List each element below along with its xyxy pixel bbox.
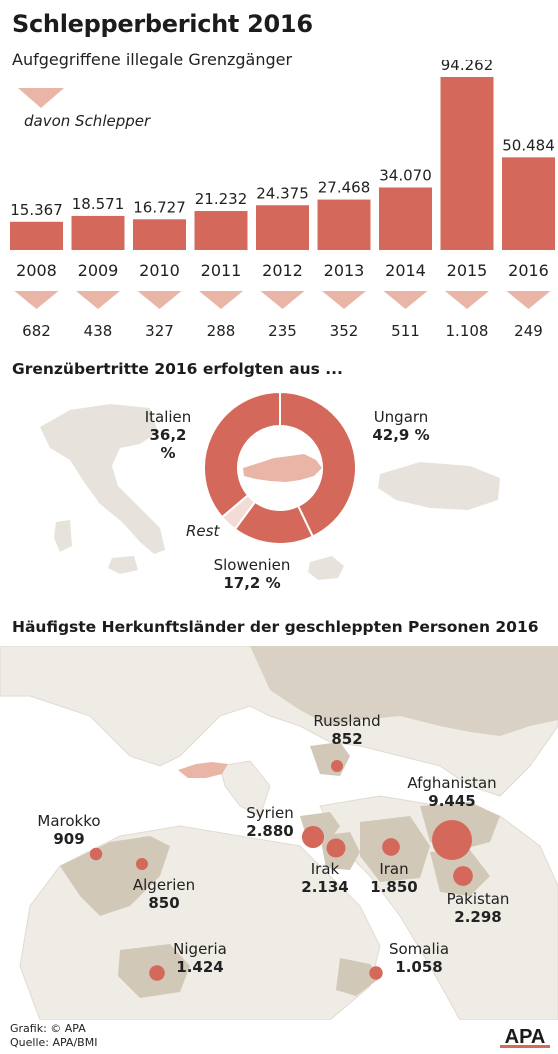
bar-value-label: 18.571: [72, 195, 125, 213]
apa-logo-text: APA: [505, 1026, 546, 1048]
donut-chart: [203, 390, 357, 545]
schlepper-triangle-icon: [199, 291, 243, 309]
bubble-afghanistan: [432, 820, 472, 860]
label-irak: Irak 2.134: [301, 860, 349, 896]
donut-section: [40, 390, 500, 580]
label-marokko: Marokko 909: [37, 812, 101, 848]
label-italien: Italien 36,2 %: [144, 408, 192, 462]
chart-subtitle: Aufgegriffene illegale Grenzgänger: [12, 50, 293, 69]
donut-title: Grenzübertritte 2016 erfolgten aus ...: [12, 360, 343, 378]
map-russia: [250, 646, 558, 736]
label-somalia: Somalia 1.058: [388, 940, 450, 976]
footer: Grafik: © APA Quelle: APA/BMI: [10, 1022, 97, 1050]
bubble-nigeria: [149, 965, 165, 981]
label-algerien: Algerien 850: [132, 876, 196, 912]
bar-2015: [440, 77, 494, 250]
bar-2009: [71, 215, 125, 250]
schlepper-value-label: 235: [268, 322, 297, 340]
bar-2016: [502, 157, 555, 250]
bubble-somalia: [369, 966, 383, 980]
bar-2008: [10, 221, 63, 250]
bar-value-label: 24.375: [256, 184, 309, 202]
map-title: Häufigste Herkunftsländer der geschleppt…: [12, 618, 539, 636]
label-ungarn: Ungarn 42,9 %: [372, 408, 430, 444]
bar-value-label: 16.727: [133, 198, 186, 216]
label-syrien: Syrien 2.880: [246, 804, 294, 840]
bubble-marokko: [89, 847, 103, 861]
bar-value-label: 21.232: [195, 190, 248, 208]
schlepper-value-label: 1.108: [446, 322, 489, 340]
footer-quelle: Quelle: APA/BMI: [10, 1036, 98, 1049]
year-tick-label: 2016: [508, 261, 549, 280]
bar-2013: [317, 199, 371, 250]
schlepper-triangle-icon: [76, 291, 120, 309]
year-tick-label: 2010: [139, 261, 180, 280]
schlepper-value-label: 288: [207, 322, 236, 340]
map-italy: [40, 404, 165, 574]
label-rest: Rest: [186, 522, 220, 540]
schlepper-value-label: 438: [84, 322, 113, 340]
schlepper-triangle-icon: [506, 291, 551, 309]
schlepper-triangle-icon: [322, 291, 366, 309]
year-tick-label: 2011: [201, 261, 242, 280]
donut-slice-italien: [203, 390, 281, 519]
chart-title: Schlepperbericht 2016: [12, 10, 313, 38]
bar-value-label: 34.070: [379, 166, 432, 184]
legend-label: davon Schlepper: [24, 112, 151, 130]
year-tick-label: 2008: [16, 261, 57, 280]
austria-marker: [178, 762, 228, 778]
year-tick-label: 2014: [385, 261, 426, 280]
schlepper-triangle-icon: [137, 291, 182, 309]
schlepper-value-label: 352: [330, 322, 359, 340]
bar-2012: [256, 205, 309, 250]
schlepper-value-label: 511: [391, 322, 420, 340]
bubble-irak: [326, 838, 346, 858]
bar-2014: [379, 187, 432, 250]
bar-2010: [133, 219, 186, 250]
label-slowenien: Slowenien 17,2 %: [213, 556, 291, 592]
schlepper-triangle-icon: [445, 291, 489, 309]
austria-silhouette: [243, 454, 322, 482]
bubble-iran: [382, 838, 400, 856]
map-hungary: [378, 462, 500, 510]
bar-value-label: 50.484: [502, 136, 555, 154]
schlepper-value-label: 682: [22, 322, 51, 340]
schlepper-value-label: 327: [145, 322, 174, 340]
label-nigeria: Nigeria 1.424: [173, 940, 227, 976]
bar-2011: [194, 211, 248, 250]
schlepper-value-label: 249: [514, 322, 543, 340]
year-tick-label: 2009: [78, 261, 119, 280]
bubble-pakistan: [453, 866, 473, 886]
donut-slice-ungarn: [279, 390, 357, 538]
schlepper-triangle-icon: [383, 291, 428, 309]
bar-value-label: 15.367: [10, 201, 63, 219]
bubble-algerien: [136, 858, 148, 870]
map-slovenia: [308, 556, 344, 580]
map-highlighted-countries: [60, 742, 500, 998]
bubble-russland: [330, 759, 344, 773]
bar-value-label: 27.468: [318, 179, 371, 197]
apa-logo-icon: APA: [500, 1024, 550, 1048]
bubble-layer: [89, 759, 473, 981]
bubble-syrien: [301, 825, 325, 849]
footer-grafik: Grafik: © APA: [10, 1022, 86, 1035]
year-tick-label: 2015: [447, 261, 488, 280]
schlepper-triangle-icon: [14, 291, 59, 309]
bar-chart: 15.367 2008 682 18.571 2009 438 16.727 2010 327 2…: [10, 60, 555, 340]
label-russland: Russland 852: [313, 712, 381, 748]
schlepper-triangle-icon: [260, 291, 305, 309]
year-tick-label: 2013: [324, 261, 365, 280]
origin-map: [0, 646, 558, 1020]
label-iran: Iran 1.850: [370, 860, 418, 896]
label-pakistan: Pakistan 2.298: [446, 890, 510, 926]
label-afghanistan: Afghanistan 9.445: [407, 774, 497, 810]
year-tick-label: 2012: [262, 261, 303, 280]
legend-triangle-icon: [18, 88, 64, 108]
bar-value-label: 94.262: [441, 60, 494, 74]
